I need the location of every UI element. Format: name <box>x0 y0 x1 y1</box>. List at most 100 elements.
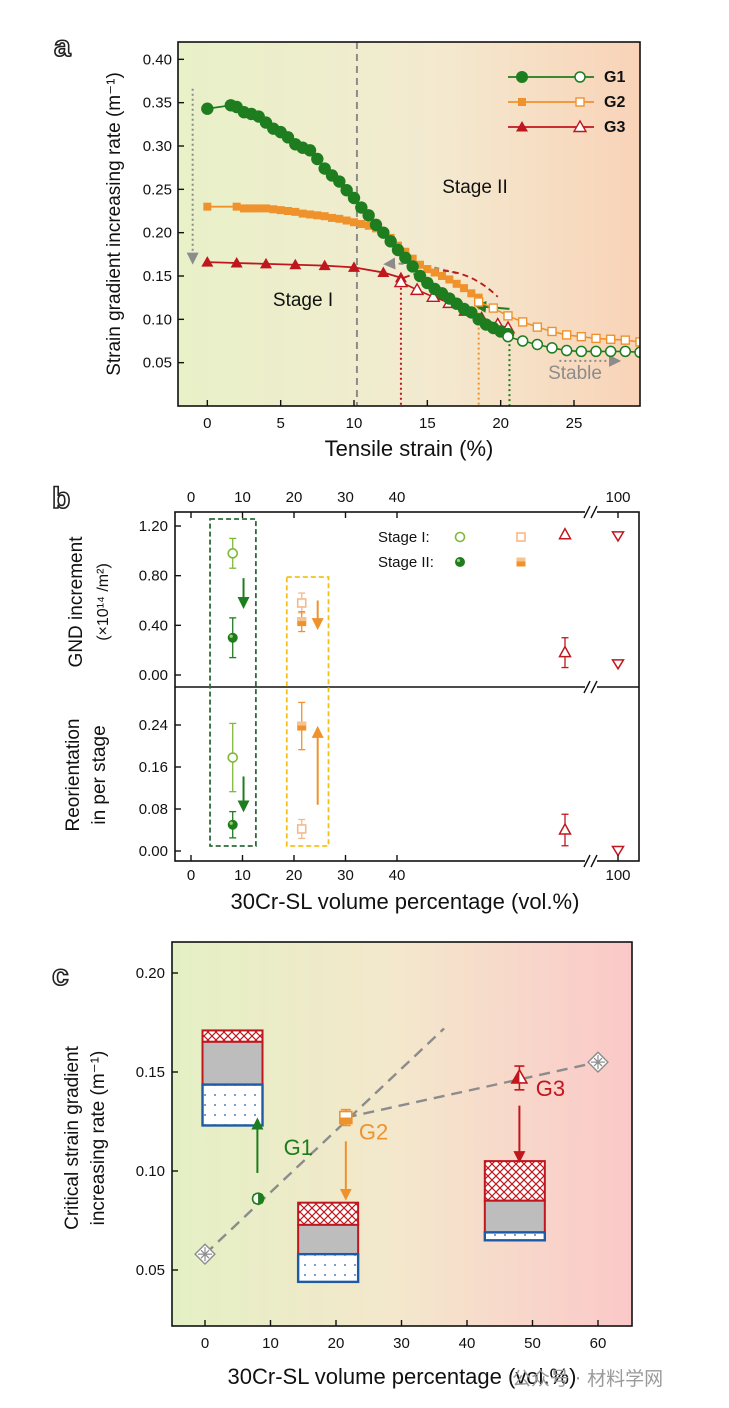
panel-c-xtick-label: 50 <box>524 1335 541 1352</box>
layer-dotted-blue <box>483 1231 547 1242</box>
marker-G2-stage2 <box>297 721 307 731</box>
axis-break-mark <box>583 505 591 519</box>
series-G2-point <box>291 207 300 216</box>
layer-gray <box>483 1199 546 1234</box>
panel-a-xtick-label: 20 <box>492 415 509 432</box>
panel-b-ytick-label: 0.80 <box>139 568 168 585</box>
marker-G1-stage2-highlight <box>229 821 233 825</box>
panel-c-point-G1-half <box>258 1193 264 1205</box>
series-G1-point-open <box>604 345 617 358</box>
panel-b-xtick-label-top: 10 <box>234 489 251 506</box>
panel-c-ytick-label: 0.10 <box>136 1163 165 1180</box>
panel-a-xtick-label: 15 <box>419 415 436 432</box>
series-G3-point-open <box>393 274 409 288</box>
series-G1-point <box>384 235 397 248</box>
panel-b-top-ylabel-line1: GND increment <box>66 536 87 668</box>
series-G3-point-open <box>425 289 441 302</box>
layer-icon-1 <box>296 1201 360 1284</box>
series-G3-point <box>230 257 243 268</box>
series-G2-point-open <box>488 303 499 313</box>
series-G3-point <box>318 259 331 271</box>
marker-G1-stage1 <box>227 752 239 763</box>
highlight-box-g1 <box>209 518 257 847</box>
axis-break-mark <box>583 854 591 868</box>
panel-b-ytick-label: 0.08 <box>139 801 168 818</box>
layer-dotted-blue <box>201 1083 264 1127</box>
series-G1-point <box>355 201 368 214</box>
series-G2-point <box>247 204 256 213</box>
panel-c-point-crossed <box>587 1051 609 1073</box>
series-G2-point <box>284 207 292 215</box>
panel-a-xlabel: Tensile strain (%) <box>325 436 494 461</box>
series-G3-line-stage1 <box>207 261 402 279</box>
marker-G1-stage2 <box>455 557 465 567</box>
series-G2-point <box>328 213 336 222</box>
series-G2-point <box>335 214 344 223</box>
legend-G2-marker <box>518 98 526 106</box>
panel-c-ytick-label: 0.20 <box>136 965 165 982</box>
series-G2-point-open <box>635 337 640 347</box>
panel-a-ytick-label: 0.35 <box>143 95 172 112</box>
panel-c-xtick-label: 30 <box>393 1335 410 1352</box>
layer-icon-0 <box>201 1029 264 1127</box>
panel-a-ytick-label: 0.30 <box>143 138 172 155</box>
layer-hatched-red <box>483 1160 546 1202</box>
marker-G1-stage2-highlight <box>456 558 461 563</box>
series-G2-point <box>460 284 468 293</box>
trend-line-2 <box>345 1060 599 1119</box>
series-G1-point-open <box>560 344 573 357</box>
series-G2-point <box>320 212 329 221</box>
panel-b-xtick-label-bottom: 30 <box>337 867 354 884</box>
marker-G2-stage2-highlight <box>297 721 307 726</box>
layer-hatched-red <box>297 1201 360 1226</box>
series-G1-point <box>347 191 361 205</box>
series-G2-point-open <box>561 330 572 340</box>
panel-b-xtick-label-top: 20 <box>286 489 303 506</box>
series-G1-point-open <box>619 345 632 358</box>
panel-a-ytick-label: 0.15 <box>143 268 172 285</box>
marker-G3 <box>558 645 572 658</box>
panel-a: a 0 5 10 15 20 25 0.05 0.10 0.15 0.20 0.25 0.30 0.35… <box>53 29 641 461</box>
panel-b-label: b <box>52 482 70 515</box>
panel-a-ytick-label: 0.10 <box>143 311 172 328</box>
panel-a-xtick-label: 5 <box>276 415 284 432</box>
legend-G2-label: G2 <box>604 94 625 111</box>
series-G2-point <box>430 268 439 277</box>
watermark: 公众号 · 材料学网 <box>512 1368 664 1390</box>
trend-line-1 <box>204 1027 445 1256</box>
panel-c: c G1 G2 G3 0 10 20 30 40 50 60 0.05 0.10 0.15 0.20 3… <box>51 941 633 1389</box>
marker-SL <box>611 845 625 857</box>
legend-G3-label: G3 <box>604 119 625 136</box>
panel-c-point-G2-half <box>339 1117 352 1124</box>
panel-c-ytick-label: 0.05 <box>136 1262 165 1279</box>
panel-a-ytick-label: 0.25 <box>143 181 172 198</box>
marker-G1-stage1 <box>454 531 466 543</box>
series-G2-point-open <box>620 335 631 345</box>
panel-a-legend: G1 G2 G3 <box>508 69 625 136</box>
crossed-square-x <box>593 1057 603 1067</box>
panel-c-point-crossed <box>194 1243 216 1266</box>
series-G2-point-open <box>576 331 587 342</box>
marker-SL <box>611 659 625 671</box>
panel-b-ytick-label: 0.40 <box>139 617 168 634</box>
panel-b-xtick-label-bottom: 20 <box>286 867 303 884</box>
panel-b: b 0.00 0.40 0.80 1.20 0.00 0.08 0.16 0.24 0 0 10 10… <box>51 481 640 914</box>
panel-c-xtick-label: 60 <box>590 1335 607 1352</box>
marker-G3 <box>558 822 572 835</box>
panel-b-xtick-label-top: 30 <box>337 489 354 506</box>
series-G2-point-open <box>532 322 543 332</box>
series-G2-point <box>313 211 322 220</box>
panel-b-bottom-ylabel-line2: in per stage <box>89 725 110 824</box>
panel-a-xtick-label: 25 <box>566 415 583 432</box>
panel-b-xtick-label-bottom: 10 <box>234 867 251 884</box>
series-G2-point-open <box>605 334 616 344</box>
series-G2-point <box>240 204 248 213</box>
panel-c-xtick-label: 20 <box>328 1335 345 1352</box>
marker-G1-stage2 <box>227 819 238 830</box>
panel-c-xlabel: 30Cr-SL volume percentage (vol.%) <box>228 1364 577 1389</box>
series-G2-point-open <box>503 311 513 321</box>
series-G2-point <box>416 260 424 269</box>
series-G2-point <box>350 218 358 227</box>
series-G1-point <box>303 144 317 157</box>
